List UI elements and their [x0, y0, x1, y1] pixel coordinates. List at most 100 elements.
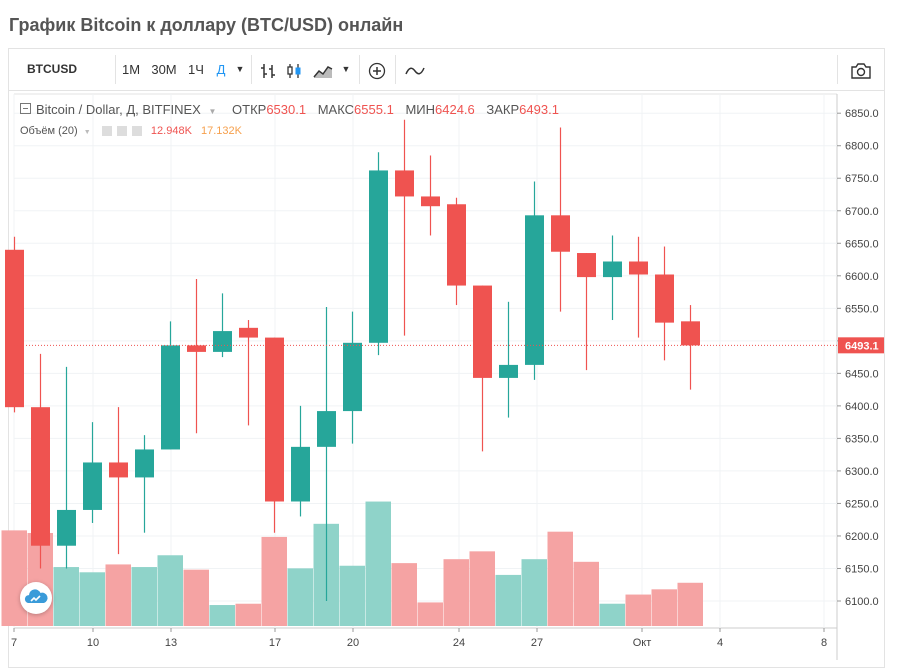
volume-bar [573, 561, 599, 626]
volume-bar [53, 567, 79, 626]
time-tick-label: Окт [633, 637, 652, 649]
volume-bar [599, 603, 625, 626]
toolbar-separator [359, 55, 360, 84]
open-label: ОТКР [232, 102, 267, 117]
eye-icon[interactable] [101, 126, 112, 137]
tradingview-logo[interactable] [20, 582, 52, 614]
candle-body [213, 331, 232, 352]
price-tick-label: 6350.0 [845, 433, 879, 445]
compare-icon[interactable] [401, 49, 429, 90]
interval-day-button[interactable]: Д [216, 62, 226, 77]
time-tick-label: 17 [269, 637, 281, 649]
chevron-down-icon[interactable]: ▼ [341, 64, 351, 74]
time-tick-label: 10 [87, 637, 99, 649]
candle-body [187, 345, 206, 352]
price-tick-label: 6600.0 [845, 271, 879, 283]
volume-legend: Объём (20) ▼ 12.948K 17.132K [20, 125, 242, 137]
chart-legend: Bitcoin / Dollar, Д, BITFINEX ▼ ОТКР6530… [20, 102, 559, 117]
candle-body [239, 327, 258, 338]
candle-body [135, 449, 154, 478]
close-label: ЗАКР [486, 102, 520, 117]
price-tick-label: 6650.0 [845, 238, 879, 250]
candle-body [369, 170, 388, 343]
candle-body [343, 342, 362, 412]
price-tick-label: 6400.0 [845, 401, 879, 413]
price-tick-label: 6450.0 [845, 368, 879, 380]
volume-bar [209, 605, 235, 626]
candle-body [499, 364, 518, 378]
candle-body [473, 285, 492, 378]
volume-bar [625, 594, 651, 626]
candle-body [161, 345, 180, 450]
volume-bar [105, 564, 131, 626]
volume-bar [521, 559, 547, 626]
last-price-label: 6493.1 [845, 340, 879, 352]
volume-chevron-icon[interactable]: ▼ [83, 129, 91, 136]
toolbar-separator [115, 55, 116, 84]
candle-body [655, 274, 674, 323]
close-icon[interactable] [131, 126, 142, 137]
toolbar-separator [837, 55, 838, 84]
price-tick-label: 6250.0 [845, 498, 879, 510]
last-price-badge [838, 337, 884, 354]
volume-value-2: 17.132K [200, 125, 242, 137]
collapse-legend-icon[interactable] [20, 103, 31, 115]
price-tick-label: 6550.0 [845, 303, 879, 315]
time-tick-label: 20 [347, 637, 359, 649]
candle-body [265, 337, 284, 502]
bars-chart-icon[interactable] [257, 49, 279, 90]
volume-bar [131, 567, 157, 626]
toolbar-separator [251, 55, 252, 84]
page-title: График Bitcoin к доллару (BTC/USD) онлай… [9, 15, 404, 35]
candle-body [421, 196, 440, 207]
price-tick-label: 6200.0 [845, 531, 879, 543]
price-tick-label: 6750.0 [845, 173, 879, 185]
interval-1m-button[interactable]: 1M [121, 62, 141, 77]
volume-bar [235, 603, 261, 626]
volume-bar [365, 501, 391, 626]
price-tick-label: 6800.0 [845, 141, 879, 153]
low-value: 6424.6 [435, 102, 475, 117]
high-value: 6555.1 [354, 102, 394, 117]
volume-bar [547, 531, 573, 626]
symbol-search-button[interactable]: BTCUSD [27, 62, 77, 76]
volume-bar [677, 582, 703, 626]
time-tick-label: 13 [165, 637, 177, 649]
price-tick-label: 6150.0 [845, 563, 879, 575]
volume-value-1: 12.948K [150, 125, 192, 137]
price-tick-label: 6700.0 [845, 206, 879, 218]
candle-body [109, 462, 128, 478]
candles-chart-icon[interactable] [283, 49, 305, 90]
volume-bar [651, 589, 677, 626]
candle-body [317, 411, 336, 447]
volume-bar [391, 563, 417, 626]
volume-bar [1, 530, 27, 626]
area-chart-icon[interactable] [311, 49, 335, 90]
time-tick-label: 4 [717, 637, 723, 649]
time-tick-label: 7 [11, 637, 17, 649]
candle-body [525, 215, 544, 365]
candle-body [447, 204, 466, 286]
interval-1h-button[interactable]: 1Ч [188, 62, 204, 77]
candle-body [395, 170, 414, 197]
close-value: 6493.1 [519, 102, 559, 117]
gear-icon[interactable] [116, 126, 127, 137]
volume-label: Объём (20) [20, 125, 78, 137]
candle-body [31, 407, 50, 546]
candle-body [603, 261, 622, 278]
add-indicator-icon[interactable] [365, 49, 389, 90]
price-tick-label: 6850.0 [845, 108, 879, 120]
volume-bar [183, 569, 209, 626]
interval-30m-button[interactable]: 30M [151, 62, 177, 77]
time-tick-label: 8 [821, 637, 827, 649]
chevron-down-icon[interactable]: ▼ [235, 64, 245, 74]
volume-bar [469, 551, 495, 626]
price-tick-label: 6300.0 [845, 466, 879, 478]
settings-chevron-icon[interactable]: ▼ [208, 107, 217, 116]
volume-bar [417, 602, 443, 626]
volume-bar [287, 568, 313, 626]
open-value: 6530.1 [266, 102, 307, 117]
camera-icon[interactable] [845, 49, 877, 90]
high-label: МАКС [317, 102, 355, 117]
